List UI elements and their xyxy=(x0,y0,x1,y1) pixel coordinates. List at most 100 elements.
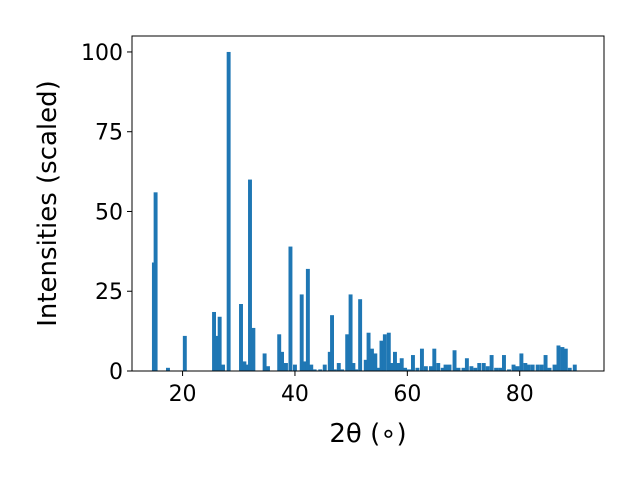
bar xyxy=(399,358,404,371)
bar xyxy=(292,364,297,371)
bar xyxy=(182,335,187,371)
bar xyxy=(251,327,256,371)
bar xyxy=(552,364,557,371)
bar xyxy=(248,179,252,371)
bar xyxy=(373,353,378,371)
bar xyxy=(288,246,293,371)
bar xyxy=(535,364,540,371)
y-tick-label: 0 xyxy=(109,360,123,385)
bar xyxy=(327,351,332,371)
x-tick-label: 40 xyxy=(281,382,309,407)
bar xyxy=(358,299,363,371)
bar xyxy=(547,367,552,371)
bar xyxy=(153,192,158,371)
bar xyxy=(396,363,401,371)
bar xyxy=(302,361,307,371)
bar xyxy=(305,268,310,371)
bar xyxy=(284,363,288,371)
bar-series xyxy=(151,51,577,371)
bar xyxy=(519,353,524,371)
y-tick-label: 25 xyxy=(95,280,123,305)
bar xyxy=(563,348,568,371)
bar xyxy=(345,334,350,371)
bar xyxy=(330,315,334,371)
bar xyxy=(440,367,445,371)
bar xyxy=(369,348,374,371)
bar xyxy=(354,369,359,371)
bar xyxy=(469,366,474,371)
bar xyxy=(262,353,267,371)
bar xyxy=(390,363,395,371)
bar xyxy=(309,364,314,371)
bar xyxy=(530,364,535,371)
bar xyxy=(543,355,548,371)
bar xyxy=(403,367,408,371)
bar xyxy=(428,366,433,371)
y-axis-title: Intensities (scaled) xyxy=(33,80,63,327)
x-tick-label: 20 xyxy=(169,382,197,407)
bar xyxy=(432,348,437,371)
bar xyxy=(539,364,544,371)
bar xyxy=(351,363,356,371)
y-tick-label: 50 xyxy=(95,200,123,225)
bar xyxy=(366,332,371,371)
bar xyxy=(340,369,345,371)
bar xyxy=(567,367,572,371)
plot-frame xyxy=(131,35,605,372)
y-axis-ticks: 0 25 50 75 100 xyxy=(81,41,132,385)
bar xyxy=(217,316,222,371)
bar xyxy=(572,364,577,371)
bar xyxy=(386,332,391,371)
bar xyxy=(560,347,565,371)
bar xyxy=(473,367,478,371)
bar xyxy=(332,369,337,371)
bar xyxy=(379,340,384,371)
bar xyxy=(464,358,469,371)
bar xyxy=(266,366,270,371)
bar xyxy=(245,364,250,371)
bar xyxy=(393,351,397,371)
x-tick-label: 80 xyxy=(506,382,534,407)
bar xyxy=(443,364,448,371)
bar xyxy=(452,350,457,371)
bar xyxy=(511,364,516,371)
bar xyxy=(280,351,284,371)
bar xyxy=(515,366,520,371)
bar xyxy=(507,369,511,371)
bar xyxy=(461,367,466,371)
bar xyxy=(214,335,219,371)
bar xyxy=(363,359,368,371)
x-axis-title: 2θ (∘) xyxy=(329,419,406,449)
bar xyxy=(318,369,323,371)
bar xyxy=(447,364,452,371)
bar xyxy=(489,355,494,371)
bar xyxy=(415,367,420,371)
x-tick-label: 60 xyxy=(393,382,421,407)
bar xyxy=(523,363,528,371)
bar xyxy=(239,304,243,371)
y-tick-label: 100 xyxy=(81,41,123,66)
bar xyxy=(348,294,353,371)
bar xyxy=(494,367,499,371)
bar xyxy=(556,345,561,371)
x-axis-ticks: 20 40 60 80 xyxy=(169,371,534,407)
bar xyxy=(299,294,304,371)
bar xyxy=(477,363,482,371)
bar xyxy=(436,363,441,371)
bar xyxy=(485,366,490,371)
bar xyxy=(526,364,531,371)
bar xyxy=(410,355,415,371)
bar xyxy=(312,369,317,371)
bar xyxy=(212,311,216,371)
bar xyxy=(423,366,428,371)
bar xyxy=(226,51,231,371)
bar xyxy=(382,334,387,371)
bar xyxy=(242,361,247,371)
bar xyxy=(221,364,225,371)
bar xyxy=(481,363,486,371)
bar xyxy=(498,367,503,371)
bar xyxy=(376,367,381,371)
y-tick-label: 75 xyxy=(95,121,123,146)
